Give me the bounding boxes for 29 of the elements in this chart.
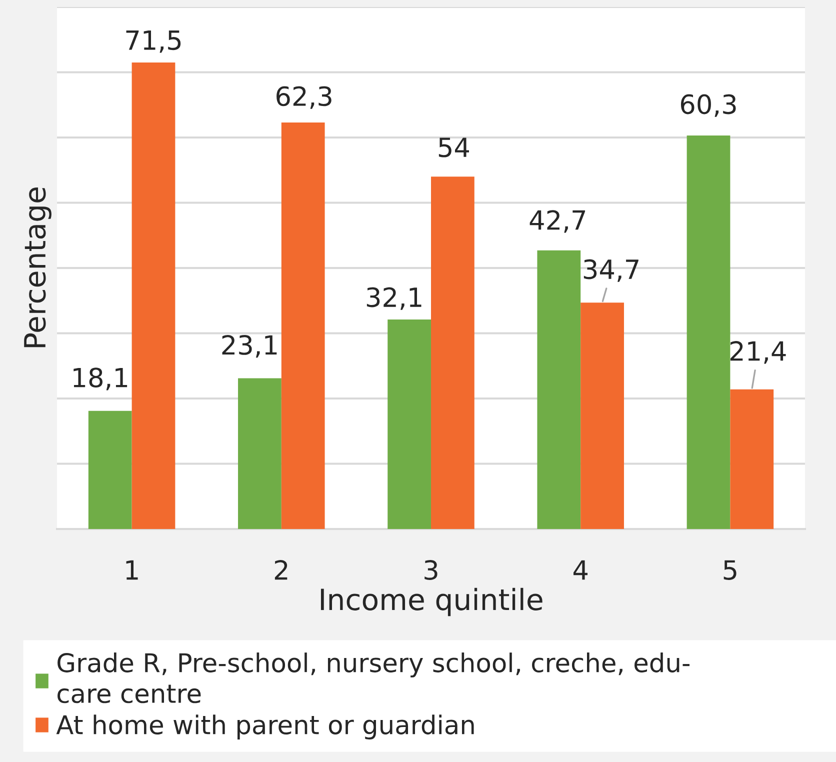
data-label: 18,1 xyxy=(74,368,128,390)
x-tick-label: 5 xyxy=(724,560,736,580)
bar xyxy=(730,389,774,529)
bar xyxy=(431,176,474,529)
x-tick-label: 4 xyxy=(573,560,588,580)
bar xyxy=(537,250,581,529)
data-label: 60,3 xyxy=(680,94,736,117)
bar xyxy=(88,410,132,529)
bar xyxy=(686,136,730,529)
bar xyxy=(132,62,176,529)
legend-label: Grade R, Pre-school, nursery school, creche, edu- care centre xyxy=(58,652,690,704)
bar xyxy=(238,378,282,529)
x-tick-label: 2 xyxy=(274,560,288,580)
bar xyxy=(388,320,431,529)
data-label: 32,1 xyxy=(366,287,422,310)
x-tick-label: 1 xyxy=(126,560,138,580)
data-label: 71,5 xyxy=(126,30,181,53)
data-label: 54 xyxy=(438,138,469,158)
data-label: 34,7 xyxy=(584,259,638,282)
data-label: 42,7 xyxy=(530,210,586,233)
data-label: 62,3 xyxy=(276,86,332,109)
y-axis-title: Percentage xyxy=(24,188,52,348)
data-label: 23,1 xyxy=(222,334,277,358)
bar xyxy=(281,122,325,529)
x-axis-title: Income quintile xyxy=(320,588,542,616)
legend-label: At home with parent or guardian xyxy=(56,714,474,740)
data-label: 21,4 xyxy=(730,341,786,364)
bar xyxy=(580,302,624,529)
x-tick-label: 3 xyxy=(424,560,438,580)
